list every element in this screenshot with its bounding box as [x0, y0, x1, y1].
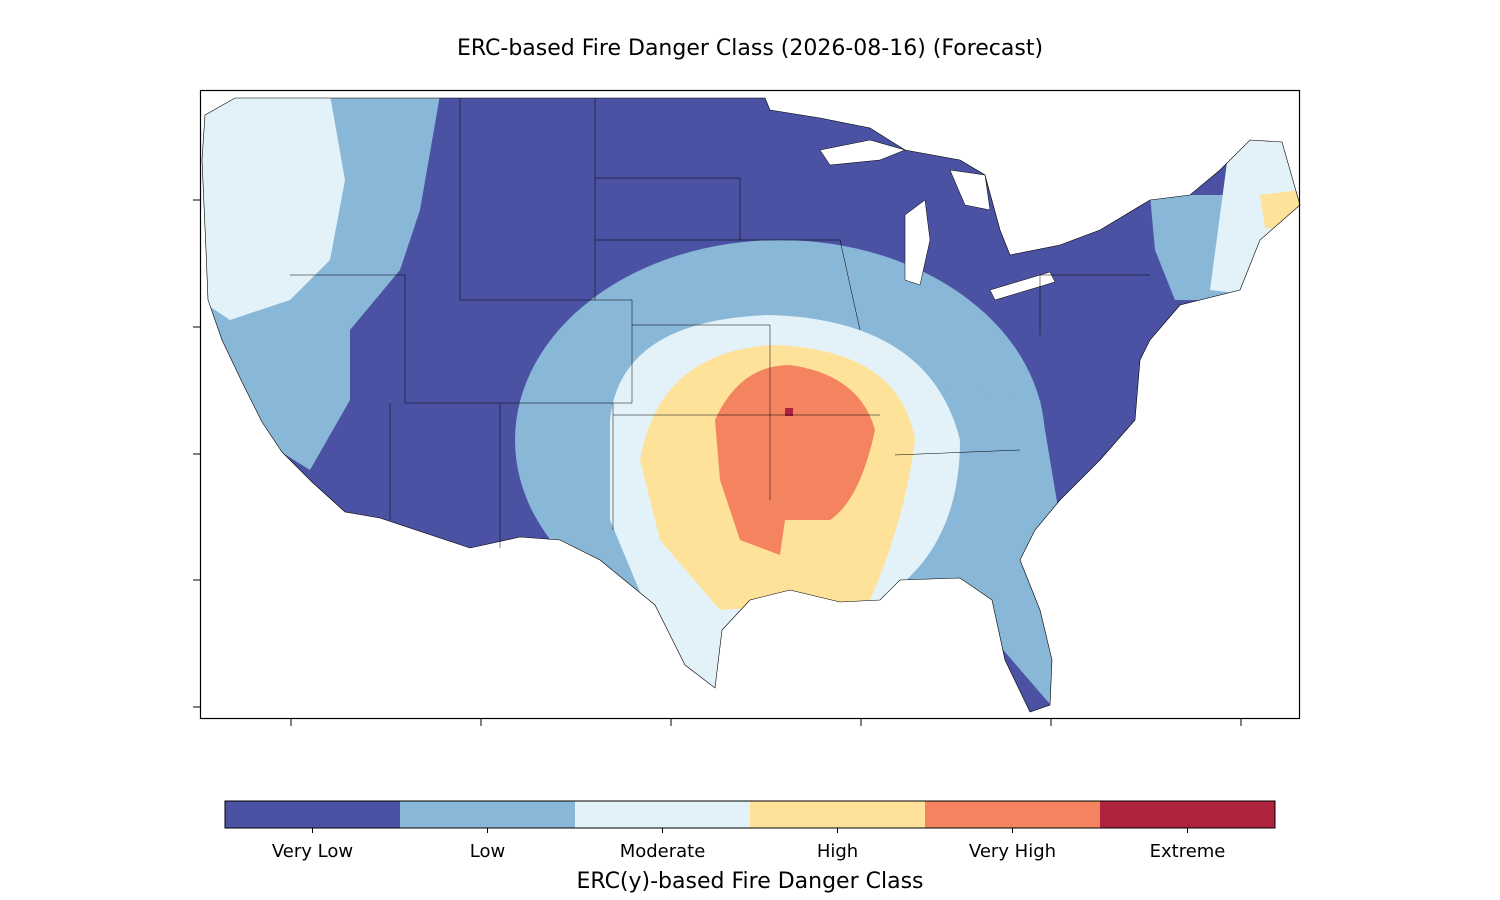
colorbar-label: ERC(y)-based Fire Danger Class [576, 869, 923, 894]
colorbar-class-label: High [817, 841, 858, 862]
colorbar-frame [224, 800, 1276, 829]
very-high-area [715, 365, 875, 555]
tick [193, 199, 1242, 726]
colorbar-class-label: Very Low [272, 841, 353, 862]
colorbar-segment [225, 801, 400, 828]
colorbar-segment [575, 801, 750, 828]
colorbar-segment [925, 801, 1100, 828]
extreme-spot [785, 408, 793, 416]
colorbar-segment [400, 801, 575, 828]
moderate-area [202, 98, 345, 320]
state-lines [290, 98, 1150, 548]
lake [949, 169, 991, 211]
colorbar-segment [750, 801, 925, 828]
colorbar: Very Low Low Moderate High Very High Extreme [224, 800, 1276, 862]
low-area [1150, 195, 1230, 300]
border [290, 98, 1150, 548]
lake [904, 199, 931, 286]
colorbar-class-label: Low [470, 841, 505, 862]
colorbar-class-label: Moderate [620, 841, 706, 862]
colorbar-segment [1100, 801, 1275, 828]
map-frame [199, 89, 1301, 720]
lake [989, 271, 1056, 301]
colorbar-class-label: Extreme [1150, 841, 1226, 862]
us-outline [201, 97, 1301, 713]
map-title: ERC-based Fire Danger Class (2026-08-16)… [457, 36, 1043, 61]
danger-map [202, 98, 1300, 712]
great-lakes [819, 139, 1056, 301]
axis-ticks [193, 199, 1242, 726]
moderate-area [1210, 140, 1300, 300]
colorbar-class-label: Very High [969, 841, 1056, 862]
lake [819, 139, 906, 166]
